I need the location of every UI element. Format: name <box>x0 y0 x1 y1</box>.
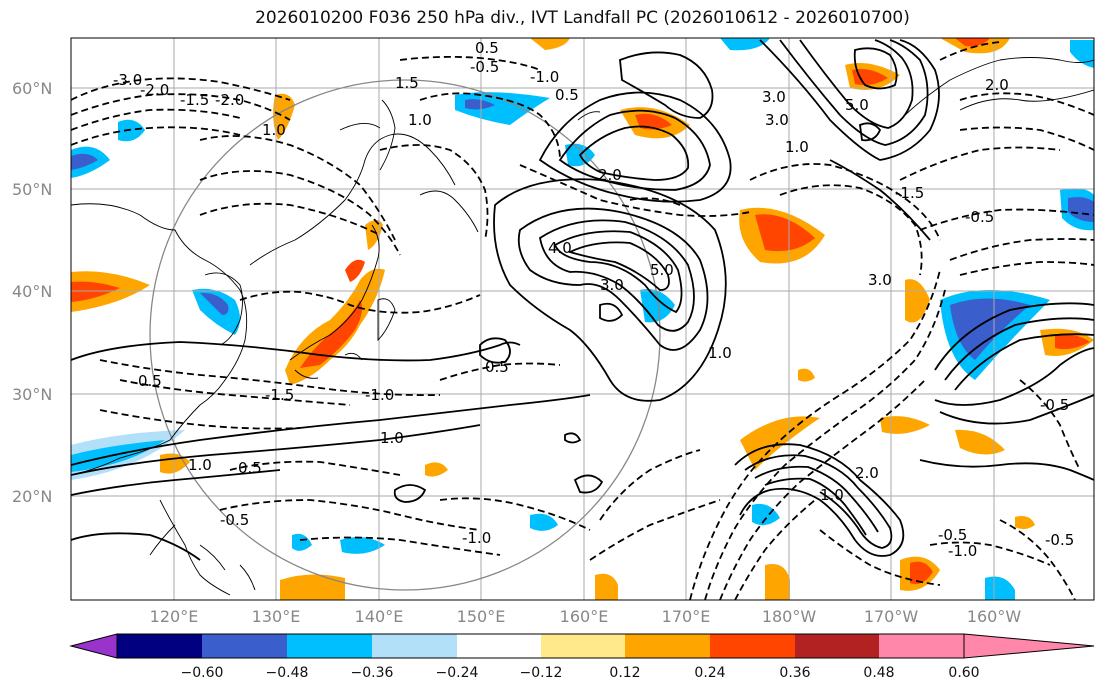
landfall-circle <box>149 79 661 591</box>
contour-label: 1.0 <box>188 456 212 474</box>
contour-label: 5.0 <box>650 261 674 279</box>
lat-label-60n: 60°N <box>12 79 52 98</box>
colorbar-segment <box>287 634 372 658</box>
lon-label-150e: 150°E <box>457 607 506 626</box>
contour-label: -2.0 <box>140 81 169 99</box>
contour-label: 0.5 <box>138 372 162 390</box>
colorbar-segment <box>625 634 710 658</box>
lon-label-170e: 170°E <box>662 607 711 626</box>
contour-label: 1.0 <box>785 138 809 156</box>
contour-label: -0.5 <box>938 526 967 544</box>
contour-label: 1.0 <box>380 429 404 447</box>
lon-label-180w: 180°W <box>762 607 817 626</box>
contour-label: 2.0 <box>598 166 622 184</box>
contour-label: 3.0 <box>765 111 789 129</box>
contour-label: -1.5 <box>265 386 294 404</box>
contour-label: -0.5 <box>1045 531 1074 549</box>
lat-label-20n: 20°N <box>12 487 52 506</box>
contour-label: -1.0 <box>948 542 977 560</box>
contour-label: 1.0 <box>262 121 286 139</box>
contour-label: 4.0 <box>548 239 572 257</box>
contour-label: -0.5 <box>470 58 499 76</box>
colorbar-tick-label: −0.48 <box>266 665 309 681</box>
map-title: 2026010200 F036 250 hPa div., IVT Landfa… <box>255 8 910 28</box>
colorbar-tick-label: −0.12 <box>520 665 563 681</box>
lat-label-30n: 30°N <box>12 385 52 404</box>
contour-label: 0.5 <box>555 86 579 104</box>
colorbar-extend-high <box>963 633 1095 659</box>
lat-label-50n: 50°N <box>12 180 52 199</box>
graticule <box>71 38 1094 600</box>
latitude-labels: 60°N 50°N 40°N 30°N 20°N <box>12 79 52 506</box>
colorbar-tick-label: 0.60 <box>948 665 979 681</box>
colorbar-tick-label: 0.12 <box>609 665 640 681</box>
colorbar-tick-label: −0.24 <box>436 665 479 681</box>
lon-label-170w: 170°W <box>864 607 919 626</box>
contour-label: -0.5 <box>220 511 249 529</box>
colorbar-segment <box>710 634 795 658</box>
lon-label-160w: 160°W <box>967 607 1022 626</box>
lon-label-160e: 160°E <box>560 607 609 626</box>
lon-label-140e: 140°E <box>355 607 404 626</box>
contour-label: 2.0 <box>855 464 879 482</box>
colorbar-ticks: −0.60 −0.48 −0.36 −0.24 −0.12 0.12 0.24 … <box>181 665 980 681</box>
contour-label: -1.0 <box>365 386 394 404</box>
map-area: -3.0 -2.0 -1.5 -2.0 1.0 1.5 1.0 0.5 -0.5… <box>71 38 1094 600</box>
colorbar-tick-label: −0.60 <box>181 665 224 681</box>
contour-label: -2.0 <box>215 91 244 109</box>
contour-label: -0.5 <box>1040 396 1069 414</box>
coastlines <box>71 57 1094 596</box>
colorbar-segment <box>372 634 457 658</box>
lon-label-120e: 120°E <box>150 607 199 626</box>
divergence-shading <box>71 38 1094 600</box>
contour-label: 3.0 <box>600 276 624 294</box>
colorbar-extend-low <box>69 633 118 659</box>
contour-label: 3.0 <box>868 271 892 289</box>
colorbar-segment <box>541 634 625 658</box>
contour-label: 1.0 <box>408 111 432 129</box>
colorbar-tick-label: 0.24 <box>694 665 725 681</box>
contour-label: 1.0 <box>820 486 844 504</box>
contour-label: -3.0 <box>113 71 142 89</box>
colorbar-segment <box>457 634 541 658</box>
contour-lines <box>71 39 1094 561</box>
colorbar-segment <box>879 634 964 658</box>
contour-label: 1.0 <box>708 344 732 362</box>
contour-labels: -3.0 -2.0 -1.5 -2.0 1.0 1.5 1.0 0.5 -0.5… <box>113 39 1074 560</box>
colorbar-segment <box>202 634 287 658</box>
dashed-contour-lines <box>71 41 1094 600</box>
contour-label: 0.5 <box>475 39 499 57</box>
map-frame <box>70 37 1095 601</box>
contour-label: -1.5 <box>895 184 924 202</box>
colorbar-segment <box>795 634 879 658</box>
contour-label: 3.0 <box>762 88 786 106</box>
contour-label: -0.5 <box>965 208 994 226</box>
contour-label: -1.0 <box>462 529 491 547</box>
contour-label: 1.5 <box>395 74 419 92</box>
longitude-labels: 120°E 130°E 140°E 150°E 160°E 170°E 180°… <box>150 607 1022 626</box>
colorbar: −0.60 −0.48 −0.36 −0.24 −0.12 0.12 0.24 … <box>69 633 1095 681</box>
contour-label: -1.0 <box>530 68 559 86</box>
colorbar-tick-label: −0.36 <box>351 665 394 681</box>
contour-label: 0.5 <box>238 459 262 477</box>
lat-label-40n: 40°N <box>12 282 52 301</box>
contour-label: -1.5 <box>180 91 209 109</box>
colorbar-tick-label: 0.36 <box>779 665 810 681</box>
colorbar-tick-label: 0.48 <box>863 665 894 681</box>
contour-label: 0.5 <box>485 358 509 376</box>
lon-label-130e: 130°E <box>252 607 301 626</box>
contour-label: 2.0 <box>985 76 1009 94</box>
colorbar-outline <box>116 633 965 659</box>
contour-label: 5.0 <box>845 96 869 114</box>
colorbar-segment <box>117 634 202 658</box>
